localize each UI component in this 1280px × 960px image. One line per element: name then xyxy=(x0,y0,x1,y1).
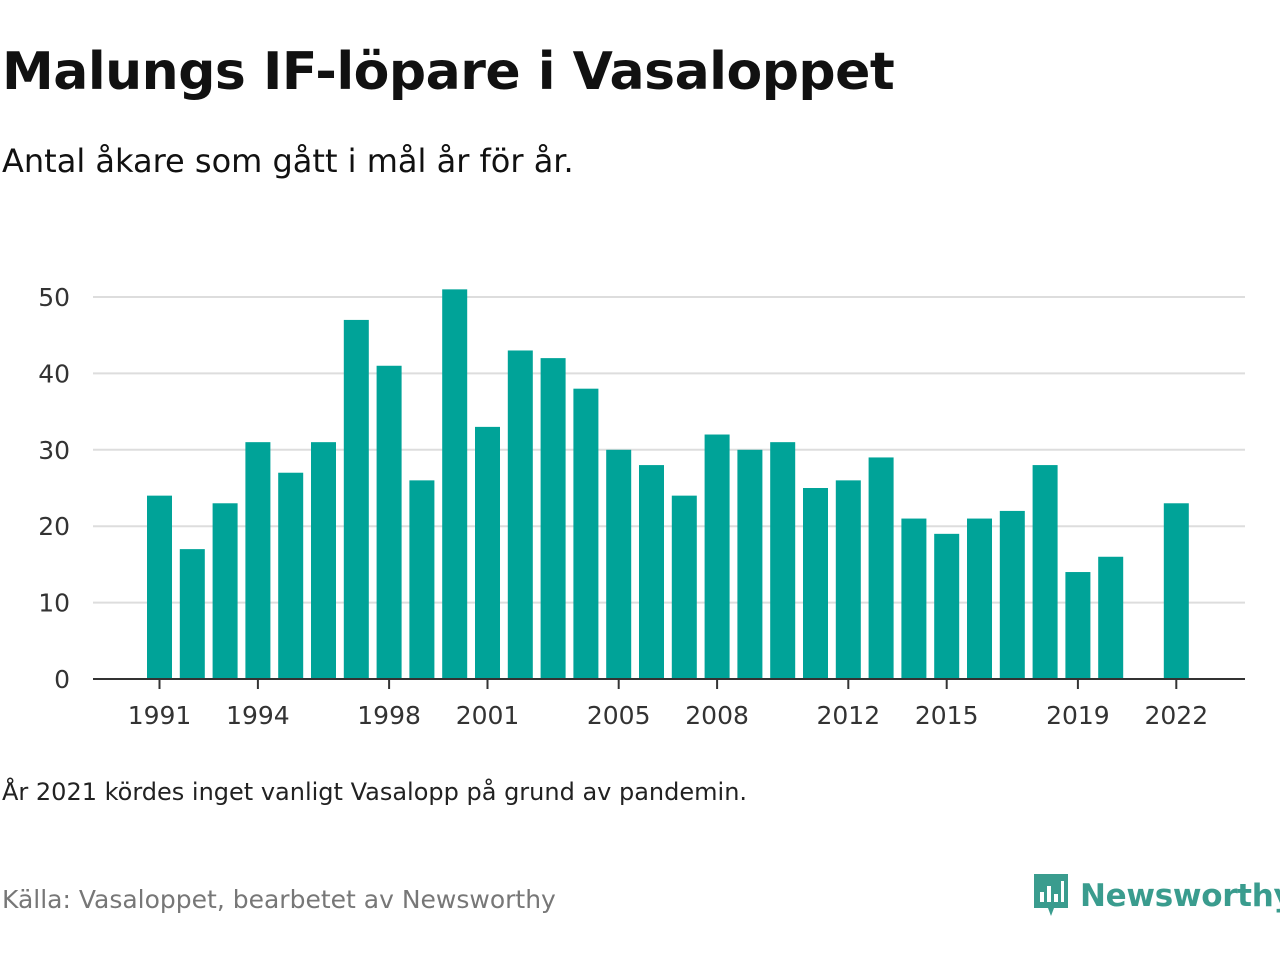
x-tick-label: 1994 xyxy=(226,701,290,730)
newsworthy-logo-icon xyxy=(1034,874,1068,916)
x-tick-label: 1991 xyxy=(128,701,192,730)
y-tick-label: 30 xyxy=(38,436,70,465)
bars xyxy=(147,289,1189,679)
y-tick-label: 50 xyxy=(38,283,70,312)
chart-title: Malungs IF-löpare i Vasaloppet xyxy=(2,42,895,102)
bar-2000 xyxy=(442,289,468,679)
x-tick-label: 2015 xyxy=(915,701,979,730)
x-tick-label: 2019 xyxy=(1046,701,1110,730)
brand-logo[interactable]: Newsworthy xyxy=(1032,870,1280,922)
bar-1993 xyxy=(212,503,238,679)
bar-2020 xyxy=(1098,556,1124,679)
x-axis-ticks: 1991 1994 1998 2001 2005 2008 2012 2015 2019 2022 xyxy=(128,679,1208,730)
bar-2001 xyxy=(475,426,500,679)
bar-2015 xyxy=(934,533,960,679)
bar-2004 xyxy=(573,388,599,679)
bar-1999 xyxy=(409,480,435,679)
x-tick-label: 2008 xyxy=(685,701,749,730)
bar-2016 xyxy=(967,518,992,679)
bar-1991 xyxy=(147,495,172,679)
brand-name: Newsworthy xyxy=(1080,878,1280,914)
bar-1997 xyxy=(343,319,369,679)
x-tick-label: 2005 xyxy=(587,701,651,730)
bar-2018 xyxy=(1032,465,1058,679)
y-tick-label: 10 xyxy=(38,589,70,618)
bar-2003 xyxy=(540,358,566,679)
bar-1994 xyxy=(245,442,271,679)
x-tick-label: 2001 xyxy=(456,701,520,730)
bar-1995 xyxy=(278,472,304,679)
footnote: År 2021 kördes inget vanligt Vasalopp på… xyxy=(2,778,748,806)
bar-2005 xyxy=(606,449,632,679)
bar-2006 xyxy=(639,465,664,679)
chart-subtitle: Antal åkare som gått i mål år för år. xyxy=(2,142,574,180)
bar-1998 xyxy=(376,365,402,679)
y-axis-ticks: 0 10 20 30 40 50 xyxy=(38,283,70,694)
y-tick-label: 20 xyxy=(38,512,70,541)
y-tick-label: 40 xyxy=(38,359,70,388)
bar-2002 xyxy=(507,350,533,679)
x-tick-label: 2012 xyxy=(816,701,880,730)
bar-2013 xyxy=(868,457,894,679)
bar-2022 xyxy=(1163,503,1189,679)
bar-2014 xyxy=(901,518,927,679)
source-text: Källa: Vasaloppet, bearbetet av Newswort… xyxy=(2,885,556,914)
x-tick-label: 2022 xyxy=(1144,701,1208,730)
x-tick-label: 1998 xyxy=(357,701,421,730)
bar-2019 xyxy=(1065,572,1091,679)
bar-2007 xyxy=(671,495,697,679)
bar-2012 xyxy=(835,480,861,679)
bar-2011 xyxy=(803,488,828,679)
bar-1992 xyxy=(179,549,205,679)
bar-2010 xyxy=(770,442,796,679)
bar-2008 xyxy=(704,434,730,679)
bar-1996 xyxy=(311,442,336,679)
bar-2017 xyxy=(999,510,1025,679)
bar-chart: 0 10 20 30 40 50 1991 1994 1998 2001 2005 2008 2012… xyxy=(38,283,1245,730)
y-tick-label: 0 xyxy=(54,665,70,694)
bar-2009 xyxy=(737,449,763,679)
